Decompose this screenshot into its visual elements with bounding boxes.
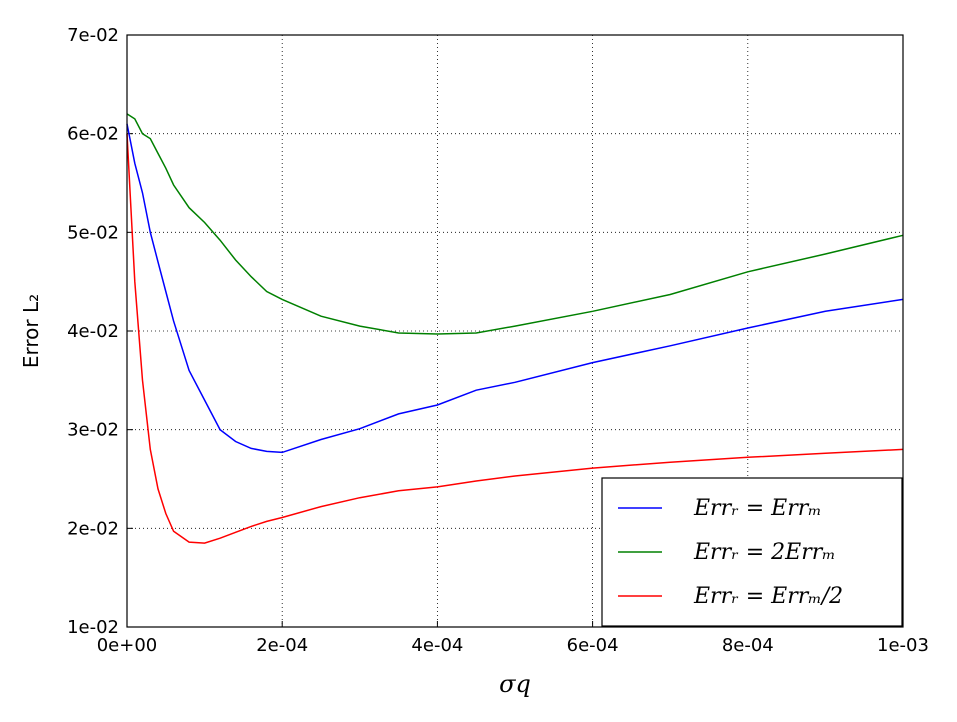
- y-tick-label: 6e-02: [67, 124, 119, 145]
- y-tick-label: 5e-02: [67, 222, 119, 243]
- x-tick-label: 2e-04: [256, 635, 308, 656]
- series-line: [126, 113, 904, 335]
- y-tick-label: 1e-02: [67, 617, 119, 638]
- legend-label: Errᵣ = Errₘ/2: [693, 584, 843, 609]
- x-tick-label: 1e-03: [877, 635, 929, 656]
- y-axis-label: Error L₂: [19, 294, 43, 368]
- series-line: [126, 133, 904, 544]
- y-tick-label: 7e-02: [67, 25, 119, 46]
- plot-frame: [126, 34, 904, 628]
- series-line: [126, 123, 904, 454]
- x-tick-label: 4e-04: [411, 635, 463, 656]
- x-axis-label: σq: [499, 670, 531, 698]
- y-tick-label: 4e-02: [67, 321, 119, 342]
- legend-label: Errᵣ = Errₘ: [693, 496, 822, 521]
- legend-label: Errᵣ = 2Errₘ: [693, 540, 836, 565]
- y-tick-label: 2e-02: [67, 518, 119, 539]
- y-tick-label: 3e-02: [67, 420, 119, 441]
- x-tick-label: 0e+00: [97, 635, 158, 656]
- x-tick-label: 8e-04: [722, 635, 774, 656]
- x-tick-label: 6e-04: [567, 635, 619, 656]
